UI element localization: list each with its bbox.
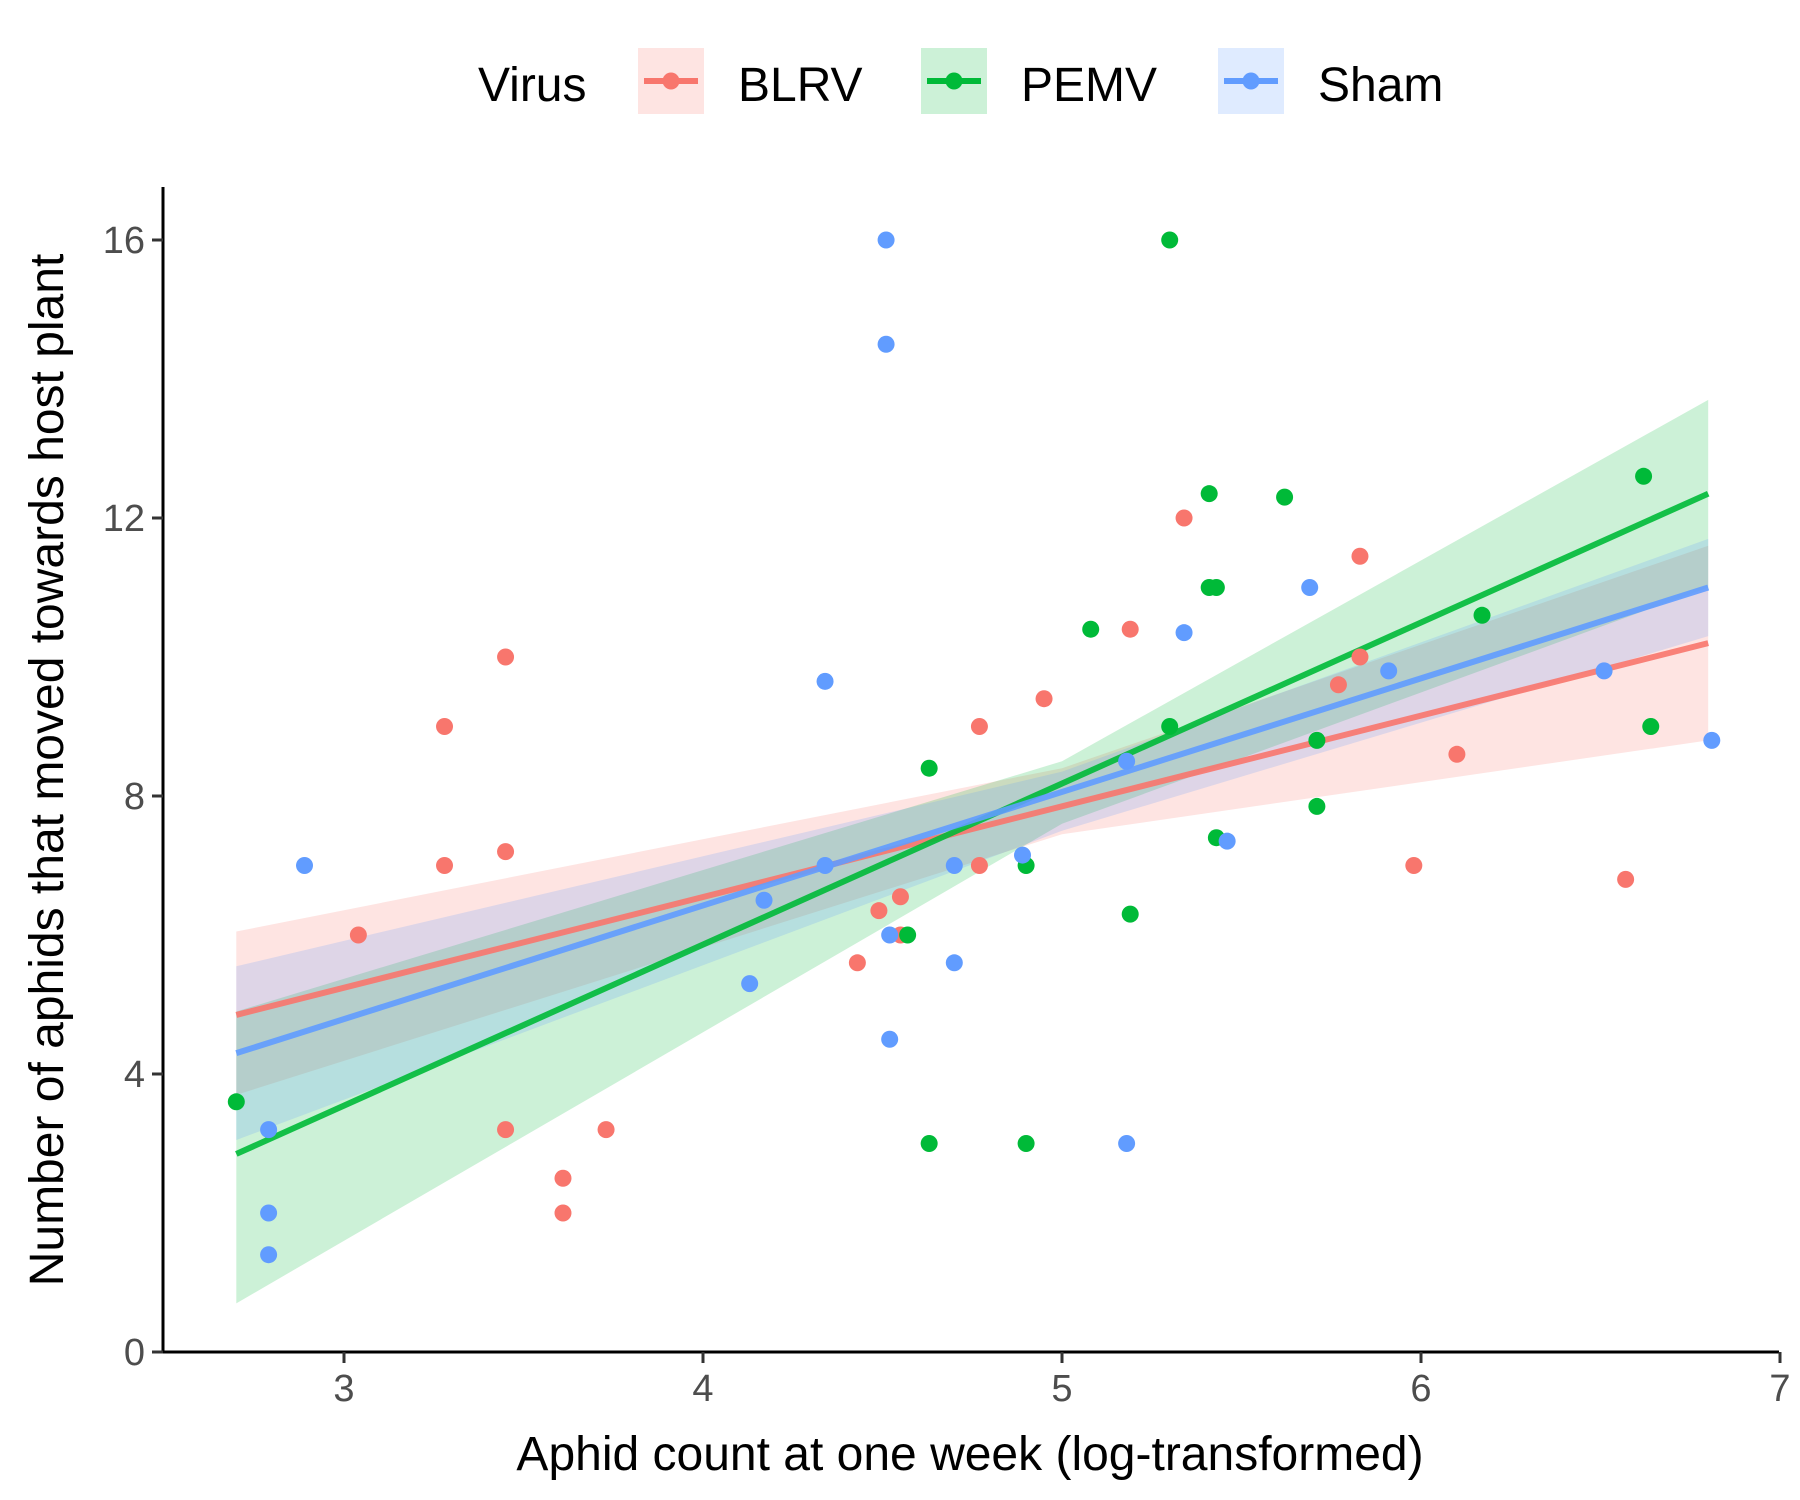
data-point-pemv — [227, 1093, 245, 1111]
data-point-pemv — [1207, 579, 1225, 596]
data-point-sham — [260, 1204, 278, 1222]
legend-label-blrv: BLRV — [738, 59, 863, 112]
legend-key-point-blrv — [662, 72, 680, 90]
x-tick-label: 7 — [1769, 1368, 1790, 1410]
data-point-blrv — [597, 1121, 615, 1139]
data-point-blrv — [1351, 547, 1369, 565]
legend-key-point-sham — [1242, 72, 1260, 90]
data-point-pemv — [899, 926, 917, 944]
data-point-blrv — [554, 1169, 572, 1187]
data-point-blrv — [1121, 620, 1139, 638]
data-point-blrv — [436, 857, 454, 874]
data-point-pemv — [1308, 731, 1326, 749]
data-point-blrv — [1617, 870, 1635, 888]
data-point-blrv — [497, 648, 515, 666]
data-point-blrv — [1448, 745, 1466, 763]
data-point-blrv — [349, 926, 367, 944]
data-point-pemv — [1635, 467, 1653, 485]
data-point-blrv — [554, 1204, 572, 1222]
data-point-blrv — [970, 718, 988, 735]
data-point-sham — [1380, 662, 1398, 680]
y-tick-label: 0 — [124, 1332, 145, 1374]
data-point-sham — [877, 231, 895, 249]
data-point-sham — [945, 857, 963, 874]
data-point-blrv — [1405, 857, 1423, 874]
y-tick-label: 8 — [124, 776, 145, 818]
y-axis-title: Number of aphids that moved towards host… — [21, 254, 74, 1287]
legend-key-point-pemv — [945, 72, 963, 90]
data-point-pemv — [1161, 718, 1179, 735]
data-points — [227, 231, 1721, 1264]
confidence-bands — [236, 399, 1709, 1304]
data-point-sham — [1218, 832, 1236, 850]
data-point-sham — [1175, 624, 1193, 642]
axes — [161, 187, 1779, 1354]
x-tick-label: 5 — [1051, 1368, 1072, 1410]
fit-line-blrv — [235, 640, 1709, 1018]
data-point-sham — [816, 857, 834, 874]
data-point-pemv — [920, 1135, 938, 1152]
data-point-pemv — [1017, 1135, 1035, 1152]
x-tick-label: 4 — [692, 1368, 713, 1410]
data-point-sham — [1118, 1135, 1136, 1152]
data-point-sham — [881, 1030, 899, 1048]
data-point-sham — [1301, 579, 1319, 596]
data-point-blrv — [436, 718, 454, 735]
fit-line-pemv — [235, 490, 1710, 1157]
data-point-sham — [296, 857, 314, 874]
data-point-blrv — [497, 1121, 515, 1139]
y-tick-label: 16 — [103, 220, 145, 262]
data-point-pemv — [1200, 485, 1218, 503]
data-point-pemv — [1276, 488, 1294, 506]
data-point-blrv — [891, 888, 909, 906]
data-point-pemv — [1161, 231, 1179, 249]
data-point-blrv — [870, 902, 888, 920]
x-axis-title: Aphid count at one week (log-transformed… — [516, 1428, 1423, 1481]
data-point-pemv — [920, 759, 938, 777]
data-point-sham — [945, 954, 963, 972]
data-point-blrv — [497, 843, 515, 861]
x-tick-label: 3 — [333, 1368, 354, 1410]
x-tick-label: 6 — [1410, 1368, 1431, 1410]
data-point-blrv — [1351, 648, 1369, 666]
fit-lines — [235, 490, 1710, 1157]
data-point-pemv — [1308, 797, 1326, 815]
data-point-sham — [816, 672, 834, 690]
legend: Virus BLRV PEMV Sham — [478, 48, 1443, 114]
ci-band-sham — [236, 538, 1709, 1141]
data-point-pemv — [1121, 905, 1139, 923]
data-point-sham — [1703, 731, 1721, 749]
data-point-pemv — [1082, 620, 1100, 638]
data-point-sham — [260, 1121, 278, 1139]
x-axis-ticks: 3 4 5 6 7 — [333, 1352, 1791, 1410]
data-point-blrv — [1035, 690, 1053, 708]
legend-title: Virus — [478, 59, 587, 112]
fit-line-sham — [235, 584, 1710, 1057]
data-point-pemv — [1642, 718, 1660, 735]
data-point-sham — [1014, 846, 1032, 864]
legend-label-pemv: PEMV — [1021, 59, 1157, 112]
data-point-pemv — [1473, 606, 1491, 624]
data-point-sham — [755, 891, 773, 909]
data-point-blrv — [848, 954, 866, 972]
y-tick-label: 4 — [124, 1054, 145, 1096]
data-point-sham — [260, 1246, 278, 1264]
y-tick-label: 12 — [103, 498, 145, 540]
data-point-blrv — [970, 857, 988, 874]
data-point-sham — [877, 335, 895, 353]
y-axis-ticks: 0 4 8 12 16 — [103, 220, 163, 1374]
data-point-sham — [1118, 752, 1136, 770]
data-point-sham — [1595, 662, 1613, 680]
legend-label-sham: Sham — [1318, 59, 1443, 112]
data-point-sham — [741, 975, 759, 993]
data-point-sham — [881, 926, 899, 944]
data-point-blrv — [1329, 676, 1347, 694]
ci-band-pemv — [236, 399, 1709, 1304]
data-point-blrv — [1175, 509, 1193, 527]
